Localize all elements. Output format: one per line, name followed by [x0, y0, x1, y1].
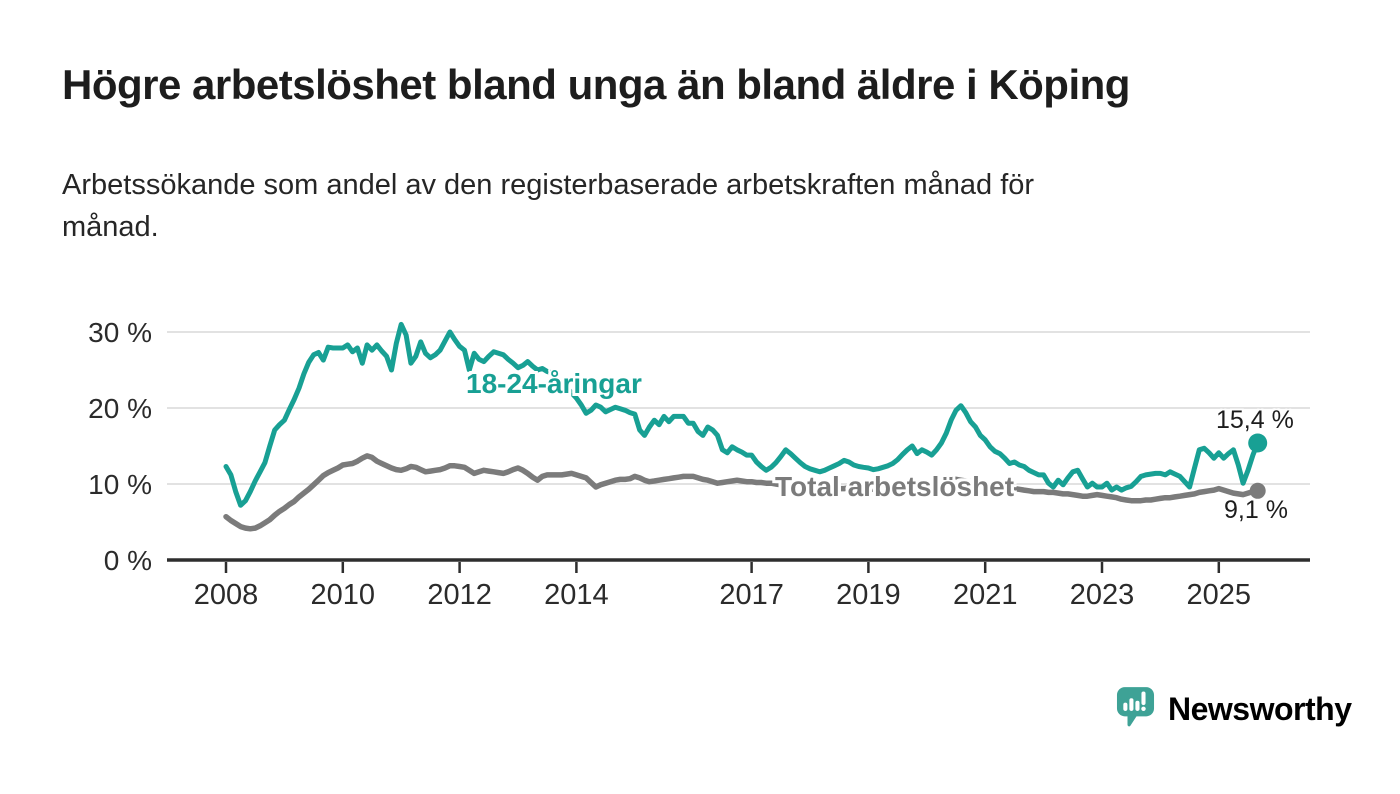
- x-tick-label: 2010: [311, 579, 376, 611]
- y-tick-label: 20 %: [88, 393, 152, 424]
- y-tick-label: 10 %: [88, 469, 152, 500]
- x-tick-label: 2023: [1070, 579, 1135, 611]
- series-line-total: [223, 453, 1261, 532]
- end-value-label-young: 15,4 %: [1216, 406, 1294, 434]
- x-tick-label: 2019: [836, 579, 901, 611]
- x-tick-label: 2025: [1187, 579, 1252, 611]
- newsworthy-logo: Newsworthy: [1116, 686, 1352, 732]
- y-tick-label: 30 %: [88, 317, 152, 348]
- y-tick-label: 0 %: [104, 545, 152, 576]
- x-tick-label: 2021: [953, 579, 1018, 611]
- series-end-dot: [1249, 482, 1266, 499]
- x-tick-label: 2017: [719, 579, 784, 611]
- page-subtitle: Arbetssökande som andel av den registerb…: [62, 164, 1312, 248]
- series-label-total: Total arbetslöshet: [775, 471, 1015, 502]
- newsworthy-speech-bubble-bar-chart-icon: [1116, 686, 1155, 732]
- x-tick-label: 2014: [544, 579, 609, 611]
- series-line-young: [223, 321, 1261, 508]
- page-subtitle-line-2: månad.: [62, 211, 159, 244]
- series-label-young: 18-24-åringar: [466, 368, 642, 399]
- end-value-label-total: 9,1 %: [1224, 496, 1288, 524]
- unemployment-line-chart: 0 % 10 % 20 % 30 % 2008 2010 2012 2014 2017 2019 2…: [88, 317, 1310, 611]
- x-tick-label: 2012: [427, 579, 492, 611]
- series-end-dot: [1248, 433, 1268, 453]
- page-title: Högre arbetslöshet bland unga än bland ä…: [62, 61, 1130, 108]
- newsworthy-logo-text: Newsworthy: [1168, 690, 1352, 727]
- page-subtitle-line-1: Arbetssökande som andel av den registerb…: [62, 169, 1035, 201]
- x-tick-label: 2008: [194, 579, 259, 611]
